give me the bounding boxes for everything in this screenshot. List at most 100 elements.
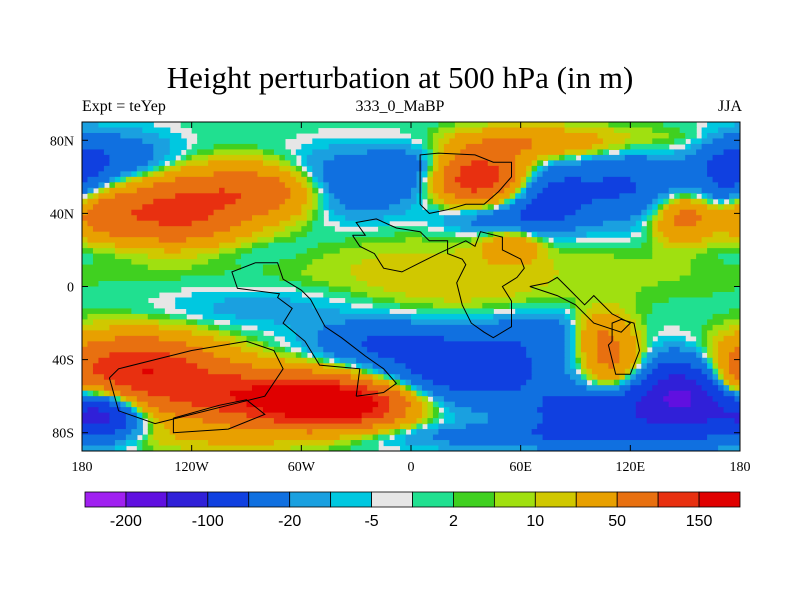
field-cell xyxy=(284,198,308,205)
field-cell xyxy=(158,324,198,331)
field-cell xyxy=(586,231,631,238)
field-cell xyxy=(383,412,407,419)
field-cell xyxy=(367,368,374,375)
field-cell xyxy=(443,171,461,178)
field-cell xyxy=(465,423,538,430)
field-cell xyxy=(531,198,593,205)
field-cell xyxy=(284,226,302,233)
field-cell xyxy=(421,138,429,145)
field-cell xyxy=(663,209,681,216)
field-cell xyxy=(241,346,264,353)
field-cell xyxy=(416,429,440,436)
field-cell xyxy=(690,259,725,266)
field-cell xyxy=(312,204,319,211)
field-cell xyxy=(136,423,143,430)
field-cell xyxy=(306,165,313,172)
field-cell xyxy=(493,209,522,216)
field-cell xyxy=(169,165,182,172)
field-cell xyxy=(619,193,659,200)
colorbar-label: -200 xyxy=(110,513,142,530)
field-cell xyxy=(520,215,566,222)
field-cell xyxy=(389,407,407,414)
field-cell xyxy=(328,209,335,216)
field-cell xyxy=(82,275,182,282)
field-cell xyxy=(427,182,434,189)
field-cell xyxy=(230,226,264,233)
field-cell xyxy=(394,418,418,425)
field-cell xyxy=(690,363,708,370)
field-cell xyxy=(367,149,407,156)
field-cell xyxy=(317,215,324,222)
field-cell xyxy=(175,434,341,441)
field-cell xyxy=(224,297,291,304)
field-cell xyxy=(345,215,385,222)
field-cell xyxy=(729,231,740,238)
field-cell xyxy=(235,396,374,403)
field-cell xyxy=(92,259,132,266)
field-cell xyxy=(652,198,659,205)
field-cell xyxy=(416,396,423,403)
field-cell xyxy=(570,302,577,310)
field-cell xyxy=(411,379,434,386)
field-cell xyxy=(405,412,423,419)
field-cell xyxy=(526,171,533,178)
field-cell xyxy=(405,396,418,403)
field-cell xyxy=(630,368,637,375)
field-cell xyxy=(114,429,132,436)
field-cell xyxy=(520,231,527,238)
field-cell xyxy=(575,209,642,216)
field-cell xyxy=(92,248,116,255)
field-cell xyxy=(701,237,740,244)
field-cell xyxy=(597,379,615,386)
field-cell xyxy=(580,346,599,353)
field-cell xyxy=(197,149,215,156)
field-cell xyxy=(580,204,648,211)
field-cell xyxy=(257,335,275,342)
field-cell xyxy=(542,396,642,403)
field-cell xyxy=(707,346,714,353)
field-cell xyxy=(92,226,231,233)
field-cell xyxy=(570,313,577,320)
field-cell xyxy=(696,346,703,353)
field-cell xyxy=(597,352,620,359)
lon-tick-label: 60E xyxy=(509,460,532,475)
colorbar-label: 10 xyxy=(526,513,544,530)
colorbar-box xyxy=(207,491,250,508)
field-cell xyxy=(394,231,423,238)
field-cell xyxy=(82,187,89,194)
field-cell xyxy=(323,160,423,167)
field-cell xyxy=(323,165,423,172)
field-cell xyxy=(191,401,248,408)
field-cell xyxy=(213,143,259,151)
field-cell xyxy=(718,341,740,348)
field-cell xyxy=(295,330,319,337)
field-cell xyxy=(312,138,412,145)
field-cell xyxy=(493,231,505,238)
field-cell xyxy=(103,390,111,397)
field-cell xyxy=(153,182,286,189)
field-cell xyxy=(564,122,609,129)
field-cell xyxy=(515,176,522,183)
field-cell xyxy=(696,335,703,342)
field-cell xyxy=(301,209,308,216)
field-cell xyxy=(734,374,740,381)
field-cell xyxy=(421,401,429,408)
field-cell xyxy=(723,204,736,211)
field-cell xyxy=(646,357,653,364)
field-cell xyxy=(82,396,111,403)
field-cell xyxy=(608,363,615,370)
field-cell xyxy=(432,198,445,205)
field-cell xyxy=(575,335,582,342)
field-cell xyxy=(619,374,626,381)
field-cell xyxy=(82,237,89,244)
field-cell xyxy=(443,401,456,408)
field-cell xyxy=(224,187,291,194)
field-cell xyxy=(175,176,280,183)
field-cell xyxy=(575,319,582,326)
field-cell xyxy=(707,335,714,342)
field-cell xyxy=(421,154,429,161)
field-cell xyxy=(400,429,407,436)
field-cell xyxy=(438,412,445,419)
field-cell xyxy=(443,335,566,342)
field-cell xyxy=(537,165,544,172)
